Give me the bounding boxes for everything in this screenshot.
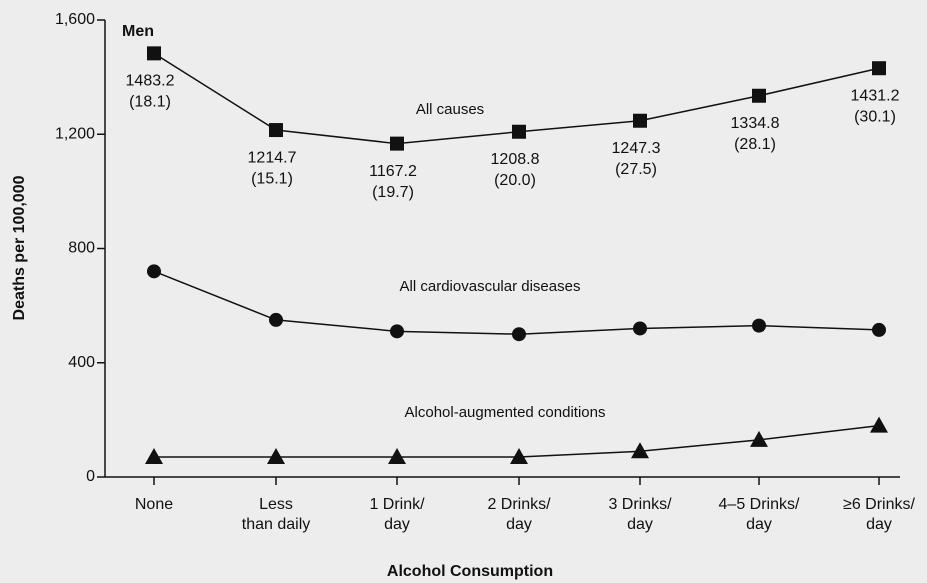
series-label: All cardiovascular diseases <box>400 278 581 295</box>
x-tick-label: 4–5 Drinks/ <box>719 496 800 513</box>
marker <box>269 123 283 138</box>
value-label: 1247.3 <box>612 140 661 157</box>
series-line <box>154 424 880 458</box>
value-label: 1214.7 <box>248 149 297 166</box>
x-axis-label: Alcohol Consumption <box>387 563 553 580</box>
value-label: (19.7) <box>372 184 414 201</box>
marker <box>269 312 283 327</box>
y-axis-label: Deaths per 100,000 <box>11 175 28 320</box>
marker <box>147 46 161 61</box>
marker <box>147 264 161 279</box>
marker <box>752 318 766 333</box>
value-label: (30.1) <box>854 108 896 125</box>
marker <box>510 448 528 465</box>
x-tick-label: Less <box>259 496 293 513</box>
x-tick-label: 1 Drink/ <box>369 496 425 513</box>
x-tick-label: day <box>506 516 532 533</box>
y-tick-label: 400 <box>68 354 95 371</box>
marker <box>388 448 406 465</box>
chart-title: Men <box>122 23 154 40</box>
marker <box>145 448 163 465</box>
value-label: 1167.2 <box>369 163 417 180</box>
x-tick-label: ≥6 Drinks/ <box>843 496 915 513</box>
value-label: (28.1) <box>734 136 776 153</box>
y-tick-label: 800 <box>68 240 95 257</box>
marker <box>267 448 285 465</box>
x-tick-label: day <box>627 516 653 533</box>
value-label: 1483.2 <box>126 73 175 90</box>
marker <box>631 442 649 459</box>
marker <box>512 327 526 342</box>
value-label: (15.1) <box>251 170 293 187</box>
series-label: All causes <box>416 101 484 118</box>
value-label: 1431.2 <box>851 87 900 104</box>
y-tick-label: 1,600 <box>55 11 95 28</box>
marker <box>870 416 888 433</box>
x-tick-label: day <box>746 516 772 533</box>
x-tick-label: than daily <box>242 516 311 533</box>
value-label: 1334.8 <box>731 115 780 132</box>
marker <box>390 324 404 339</box>
x-tick-label: day <box>384 516 410 533</box>
marker <box>512 124 526 139</box>
marker <box>750 430 768 447</box>
x-tick-label: 2 Drinks/ <box>487 496 551 513</box>
value-label: 1208.8 <box>491 151 540 168</box>
marker <box>872 61 886 76</box>
marker <box>633 113 647 128</box>
x-tick-label: day <box>866 516 892 533</box>
y-tick-label: 0 <box>86 468 95 485</box>
y-tick-label: 1,200 <box>55 125 95 142</box>
value-label: (27.5) <box>615 161 657 178</box>
x-tick-label: 3 Drinks/ <box>608 496 672 513</box>
marker <box>872 322 886 337</box>
x-tick-label: None <box>135 496 173 513</box>
marker <box>752 88 766 103</box>
series-label: Alcohol-augmented conditions <box>405 404 606 421</box>
marker <box>390 136 404 151</box>
value-label: (18.1) <box>129 94 171 111</box>
value-label: (20.0) <box>494 172 536 189</box>
marker <box>633 321 647 336</box>
